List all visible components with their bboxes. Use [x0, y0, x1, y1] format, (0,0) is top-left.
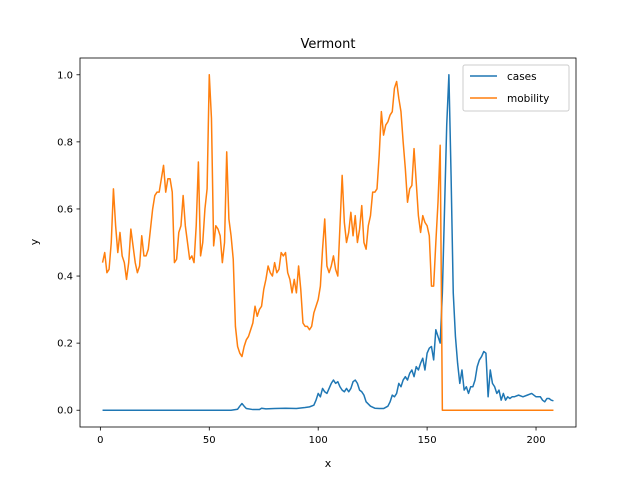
x-axis-label: x	[325, 457, 332, 470]
axes-frame	[79, 57, 577, 428]
series-line-cases	[102, 74, 554, 411]
series-line-mobility	[101, 74, 554, 411]
legend-label-mobility: mobility	[507, 93, 549, 105]
y-tick-label: 0.4	[57, 272, 73, 283]
y-tick-label: 1.0	[57, 70, 73, 81]
x-tick-label: 200	[526, 435, 545, 446]
x-tick-label: 50	[203, 435, 216, 446]
y-tick-label: 0.8	[57, 137, 73, 148]
x-axis: 0 50 100 150 200	[97, 427, 546, 446]
plot-area	[101, 74, 554, 411]
legend: cases mobility	[462, 64, 570, 112]
y-tick-label: 0.6	[57, 204, 73, 215]
chart-title: Vermont	[301, 37, 356, 52]
y-axis: 0.0 0.2 0.4 0.6 0.8 1.0	[57, 70, 80, 417]
y-tick-label: 0.2	[57, 339, 73, 350]
x-tick-label: 150	[418, 435, 437, 446]
x-tick-label: 100	[309, 435, 328, 446]
y-axis-label: y	[28, 238, 41, 245]
y-tick-label: 0.0	[57, 406, 73, 417]
legend-label-cases: cases	[507, 71, 537, 83]
x-tick-label: 0	[97, 435, 103, 446]
